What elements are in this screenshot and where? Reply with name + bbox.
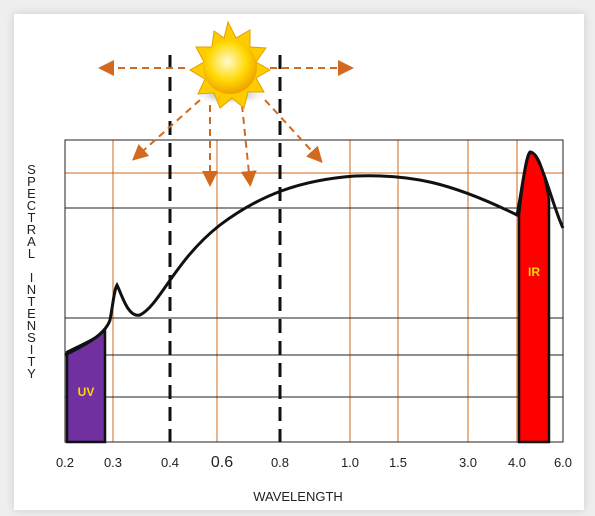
x-axis-label: WAVELENGTH xyxy=(253,489,343,504)
plot-frame xyxy=(64,139,564,443)
sun xyxy=(189,20,272,109)
y-axis-label: SPECTRAL INTENSITY xyxy=(24,162,39,378)
x-tick-label: 0.8 xyxy=(271,455,289,470)
grid xyxy=(65,140,563,442)
x-tick-label: 4.0 xyxy=(508,455,526,470)
x-tick-label: 1.5 xyxy=(389,455,407,470)
panel xyxy=(14,14,584,510)
x-tick-label: 0.2 xyxy=(56,455,74,470)
spectrum-curve xyxy=(64,150,565,357)
sun-rays xyxy=(98,60,354,187)
x-tick-label: 1.0 xyxy=(341,455,359,470)
x-tick-label: 0.3 xyxy=(104,455,122,470)
x-tick-label: 6.0 xyxy=(554,455,572,470)
x-tick-label: 3.0 xyxy=(459,455,477,470)
x-tick-label: 0.4 xyxy=(161,455,179,470)
ir-label: IR xyxy=(528,265,540,279)
h-lines xyxy=(65,207,563,398)
x-tick-label: 0.6 xyxy=(211,454,233,471)
uv-label: UV xyxy=(78,385,95,399)
ir-region xyxy=(517,151,551,444)
